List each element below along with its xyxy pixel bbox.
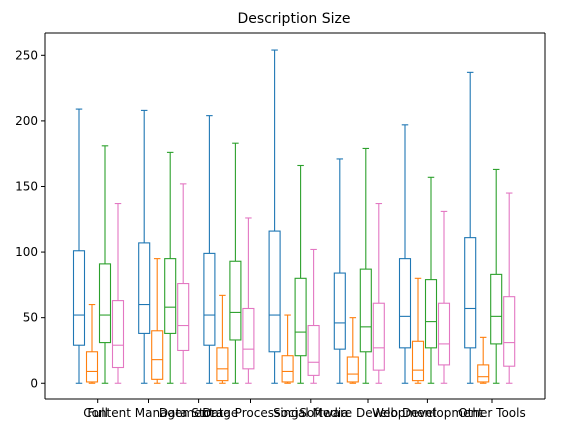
box-body <box>72 250 86 346</box>
box-body <box>229 260 242 341</box>
x-tick-label: Content Management <box>83 406 214 420</box>
box-4-3 <box>242 217 255 384</box>
box-body <box>203 252 216 346</box>
box-body <box>85 351 99 383</box>
box-body <box>138 242 151 334</box>
y-tick-label: 100 <box>15 245 38 259</box>
y-tick-label: 50 <box>23 311 38 325</box>
x-tick-label: Data Processing <box>202 406 299 420</box>
box-body <box>294 277 307 357</box>
box-body <box>359 268 372 353</box>
x-tick-label: Social Media <box>273 406 348 420</box>
box-3-4 <box>294 164 307 384</box>
box-1-3 <box>203 115 216 384</box>
box-3-5 <box>359 147 372 384</box>
box-1-4 <box>268 49 281 384</box>
box-body <box>424 279 438 349</box>
box-3-2 <box>164 151 177 384</box>
box-body <box>111 300 125 369</box>
x-tick-label: Data Storage <box>159 406 238 420</box>
box-body <box>177 283 190 352</box>
box-body <box>398 258 412 349</box>
box-body <box>503 296 516 367</box>
box-4-7 <box>503 192 516 384</box>
box-2-4 <box>281 314 294 384</box>
plot-area <box>72 49 516 384</box>
box-1-6 <box>398 124 412 384</box>
box-2-2 <box>151 258 164 384</box>
box-body <box>307 324 320 376</box>
x-tick-label: Full <box>87 406 108 420</box>
box-body <box>346 356 359 383</box>
x-tick-label: Software Development <box>299 406 437 420</box>
box-body <box>216 347 229 382</box>
box-body <box>151 330 164 380</box>
box-2-5 <box>346 317 359 384</box>
box-4-5 <box>372 202 385 384</box>
box-body <box>477 364 490 383</box>
box-body <box>437 302 451 366</box>
box-body <box>464 237 477 349</box>
box-3-3 <box>229 142 242 384</box>
box-3-6 <box>424 176 438 384</box>
box-2-7 <box>477 336 490 384</box>
box-body <box>268 230 281 353</box>
box-2-1 <box>85 303 99 384</box>
y-tick-label: 150 <box>15 179 38 193</box>
box-body <box>281 355 294 383</box>
box-4-2 <box>177 183 190 384</box>
box-body <box>490 273 503 345</box>
box-4-4 <box>307 248 320 384</box>
y-tick-label: 250 <box>15 48 38 62</box>
box-body <box>164 258 177 334</box>
box-3-7 <box>490 168 503 384</box>
box-4-6 <box>437 210 451 384</box>
x-tick-label: Web Development <box>372 406 483 420</box>
chart-title: Description Size <box>238 11 351 27</box>
box-1-5 <box>333 158 346 384</box>
box-body <box>98 263 112 344</box>
box-body <box>242 307 255 370</box>
y-tick-label: 0 <box>30 376 38 390</box>
box-body <box>372 302 385 371</box>
box-body <box>411 340 425 382</box>
box-2-3 <box>216 294 229 384</box>
box-2-6 <box>411 277 425 384</box>
box-1-7 <box>464 71 477 384</box>
y-tick-label: 200 <box>15 114 38 128</box>
box-1-1 <box>72 108 86 384</box>
box-body <box>333 272 346 350</box>
x-tick-label: Other Tools <box>458 406 525 420</box>
box-4-1 <box>111 202 125 384</box>
box-3-1 <box>98 145 112 384</box>
box-1-2 <box>138 109 151 384</box>
